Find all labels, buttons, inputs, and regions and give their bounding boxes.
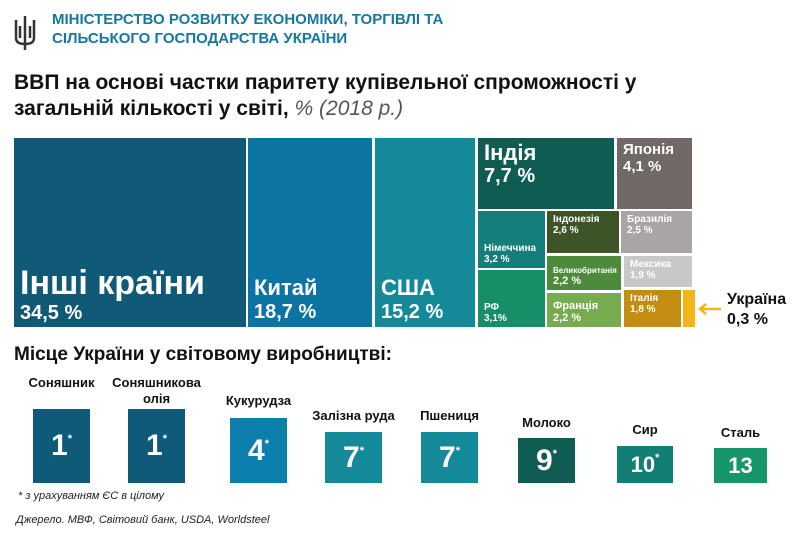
cell-value: 1,9 %	[630, 270, 656, 281]
rank-label: Пшениця	[420, 408, 479, 423]
rank-star: *	[67, 433, 72, 445]
rank-star: *	[552, 447, 557, 460]
rank-box: 4 *	[230, 418, 287, 483]
rank-box: 9 *	[518, 438, 575, 483]
rank-box: 1 *	[128, 409, 185, 483]
rank-star: *	[162, 433, 167, 445]
cell-value: 7,7 %	[484, 165, 536, 188]
treemap-cell: США 15,2 %	[375, 138, 475, 327]
treemap-cell: РФ 3,1%	[478, 270, 545, 327]
treemap-cell: Італія 1,8 %	[624, 290, 681, 327]
rank-label: Кукурудза	[225, 393, 292, 408]
rank-label: Залізна руда	[312, 408, 395, 423]
cell-value: 2,6 %	[553, 225, 579, 236]
rank-box: 7 *	[325, 432, 382, 483]
treemap-cell: Мексика 1,9 %	[624, 256, 692, 287]
cell-value: 15,2 %	[381, 301, 444, 323]
treemap-cell: Німеччина 3,2 %	[478, 211, 545, 268]
cell-name: Італія	[630, 293, 659, 304]
ministry-name: МІНІСТЕРСТВО РОЗВИТКУ ЕКОНОМІКИ, ТОРГІВЛ…	[52, 11, 444, 47]
rank-label: Сталь	[720, 425, 761, 440]
treemap-cell: Китай 18,7 %	[248, 138, 372, 327]
rank-star: *	[655, 451, 660, 464]
rank-value: 7	[439, 440, 456, 474]
rank-value: 9	[536, 443, 553, 477]
cell-name: Індія	[484, 140, 537, 165]
rank-value: 1	[146, 429, 163, 462]
cell-name: РФ	[484, 302, 500, 313]
cell-name: Індонезія	[553, 214, 600, 225]
treemap-cell: Індія 7,7 %	[478, 138, 614, 209]
rank-box: 13	[714, 448, 767, 483]
rank-value: 13	[728, 452, 753, 478]
trident-emblem-icon	[14, 16, 36, 50]
treemap-cell: Японія 4,1 %	[617, 138, 692, 209]
treemap-cell: Великобританія 2,2 %	[547, 256, 621, 290]
cell-value: 1,8 %	[630, 304, 656, 315]
rank-label: Сир	[632, 422, 658, 437]
cell-name: Китай	[254, 275, 318, 300]
production-title: Місце України у світовому виробництві:	[14, 344, 392, 365]
rank-box: 7 *	[421, 432, 478, 483]
chart-title: ВВП на основі частки паритету купівельно…	[14, 71, 637, 120]
cell-value: 3,1%	[484, 313, 507, 324]
cell-value: 2,5 %	[627, 225, 653, 236]
rank-label: Молоко	[522, 415, 571, 430]
rank-star: *	[359, 444, 364, 457]
cell-value: 18,7 %	[254, 301, 317, 323]
source: Джерело. МВФ, Світовий банк, USDA, World…	[16, 514, 270, 526]
cell-name: Бразилія	[627, 214, 673, 225]
rank-value: 7	[343, 440, 360, 474]
rank-label: Соняшникова олія	[112, 375, 201, 406]
rank-value: 4	[248, 433, 265, 467]
cell-name: Великобританія	[553, 266, 617, 275]
treemap-cell: Бразилія 2,5 %	[621, 211, 692, 253]
cell-value: 2,2 %	[553, 275, 582, 287]
rank-value: 10	[630, 451, 656, 477]
cell-name: Німеччина	[484, 243, 537, 254]
arrow-left-icon	[698, 303, 721, 315]
cell-name: США	[381, 275, 435, 300]
cell-name: Франція	[553, 300, 599, 312]
rank-value: 1	[51, 429, 68, 462]
cell-value: 3,2 %	[484, 254, 510, 265]
cell-value: 4,1 %	[623, 158, 662, 175]
treemap-cell: Інші країни 34,5 %	[14, 138, 246, 327]
rank-box: 10 *	[617, 446, 673, 483]
rank-star: *	[264, 437, 269, 450]
treemap-cell: Франція 2,2 %	[547, 293, 621, 327]
rank-label: Соняшник	[28, 375, 95, 390]
rank-box: 1 *	[33, 409, 90, 483]
rank-star: *	[455, 444, 460, 457]
footnote: * з урахуванням ЄС в цілому	[18, 490, 164, 502]
cell-name: Мексика	[630, 259, 672, 270]
cell-name: Японія	[623, 141, 674, 158]
treemap-cell	[683, 290, 695, 327]
cell-value: 34,5 %	[20, 302, 83, 324]
cell-name: Інші країни	[20, 263, 205, 302]
cell-value: 2,2 %	[553, 312, 582, 324]
ukraine-callout: Україна 0,3 %	[727, 291, 787, 328]
treemap-cell: Індонезія 2,6 %	[547, 211, 619, 253]
